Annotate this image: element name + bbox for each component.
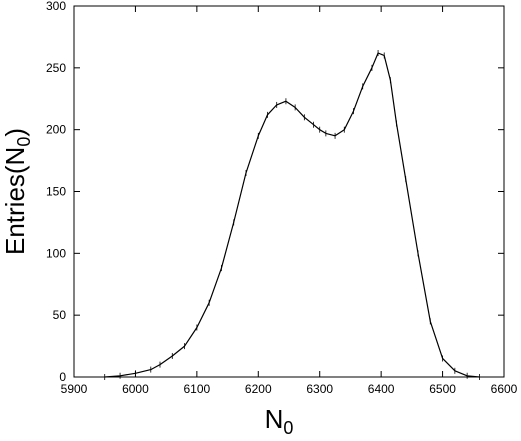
y-axis-label: Entries(N0) <box>0 128 34 255</box>
x-tick-label: 6100 <box>184 382 211 396</box>
x-axis-label: N0 <box>265 404 294 436</box>
x-tick-label: 6000 <box>122 382 149 396</box>
y-tick-label: 150 <box>46 185 66 199</box>
y-tick-label: 0 <box>59 370 66 384</box>
axis-ticks: 5900 6000 6100 6200 6300 6400 6500 6600 0 50 100 15… <box>46 0 518 396</box>
x-tick-label: 5900 <box>61 382 88 396</box>
x-tick-label: 6600 <box>491 382 518 396</box>
x-tick-label: 6200 <box>245 382 272 396</box>
y-tick-label: 250 <box>46 61 66 75</box>
x-tick-label: 6500 <box>429 382 456 396</box>
plot-area <box>73 5 505 380</box>
y-tick-label: 300 <box>46 0 66 13</box>
y-tick-label: 100 <box>46 246 66 260</box>
x-tick-label: 6300 <box>306 382 333 396</box>
axis-labels: N0 Entries(N0) <box>0 128 294 438</box>
y-tick-label: 50 <box>53 308 67 322</box>
plot-frame <box>73 5 505 378</box>
y-tick-label: 200 <box>46 123 66 137</box>
x-tick-label: 6400 <box>368 382 395 396</box>
series-line-0 <box>104 52 480 378</box>
